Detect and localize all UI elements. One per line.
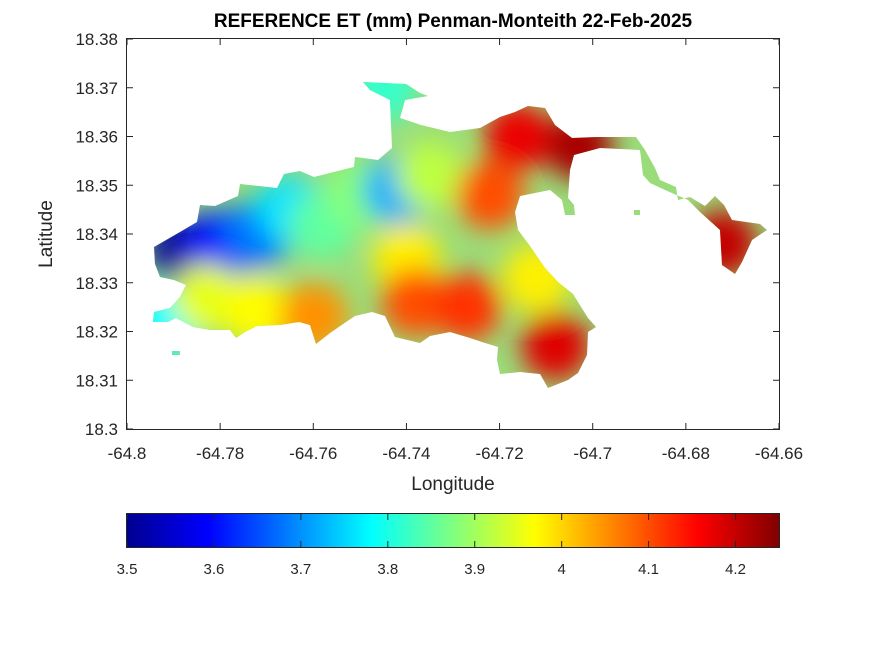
colorbar-ticks: 3.5 3.6 3.7 3.8 3.9 4 4.1 4.2: [117, 514, 746, 578]
y-tick-label: 18.34: [75, 225, 118, 244]
field-sample-19: [172, 263, 241, 332]
y-tick-label: 18.32: [75, 323, 118, 342]
x-tick-label: -64.66: [755, 444, 803, 463]
y-tick-label: 18.31: [75, 371, 118, 390]
x-tick-label: -64.68: [662, 444, 710, 463]
colorbar-tick-label: 3.8: [377, 561, 398, 578]
colorbar-tick-label: 3.5: [117, 561, 138, 578]
y-tick-label: 18.37: [75, 79, 118, 98]
colorbar-tick-label: 4.1: [638, 561, 659, 578]
x-tick-label: -64.78: [196, 444, 244, 463]
field-sample-11: [433, 273, 501, 342]
field-sample-13: [484, 102, 553, 171]
field-sample-15: [521, 312, 590, 381]
y-tick-label: 18.38: [75, 30, 118, 49]
y-tick-label: 18.33: [75, 274, 118, 293]
colorbar: [126, 513, 780, 548]
colorbar-tick-label: 3.7: [290, 561, 311, 578]
x-axis-ticks: -64.8 -64.78 -64.76 -64.74 -64.72 -64.7 -64.68…: [108, 39, 803, 463]
y-axis-ticks: 18.3 18.31 18.32 18.33 18.34 18.35 18.36 18.37 1…: [75, 30, 779, 439]
colorbar-tick-label: 3.6: [204, 561, 225, 578]
x-axis-label: Longitude: [411, 474, 494, 495]
colorbar-tick-label: 3.9: [464, 561, 485, 578]
y-tick-label: 18.36: [75, 128, 118, 147]
x-tick-label: -64.76: [289, 444, 337, 463]
y-tick-label: 18.35: [75, 176, 118, 195]
x-tick-label: -64.8: [108, 444, 147, 463]
field-sample-12: [456, 161, 525, 229]
colorbar-tick-label: 4: [557, 561, 565, 578]
x-tick-label: -64.72: [475, 444, 523, 463]
field-sample-10: [381, 268, 450, 337]
y-tick-label: 18.3: [85, 420, 118, 439]
y-axis-label: Latitude: [36, 200, 57, 268]
x-tick-label: -64.7: [573, 444, 612, 463]
colorbar-tick-label: 4.2: [725, 561, 746, 578]
field-sample-8: [395, 141, 464, 210]
chart-title: REFERENCE ET (mm) Penman-Monteith 22-Feb…: [214, 11, 693, 32]
x-tick-label: -64.74: [382, 444, 430, 463]
